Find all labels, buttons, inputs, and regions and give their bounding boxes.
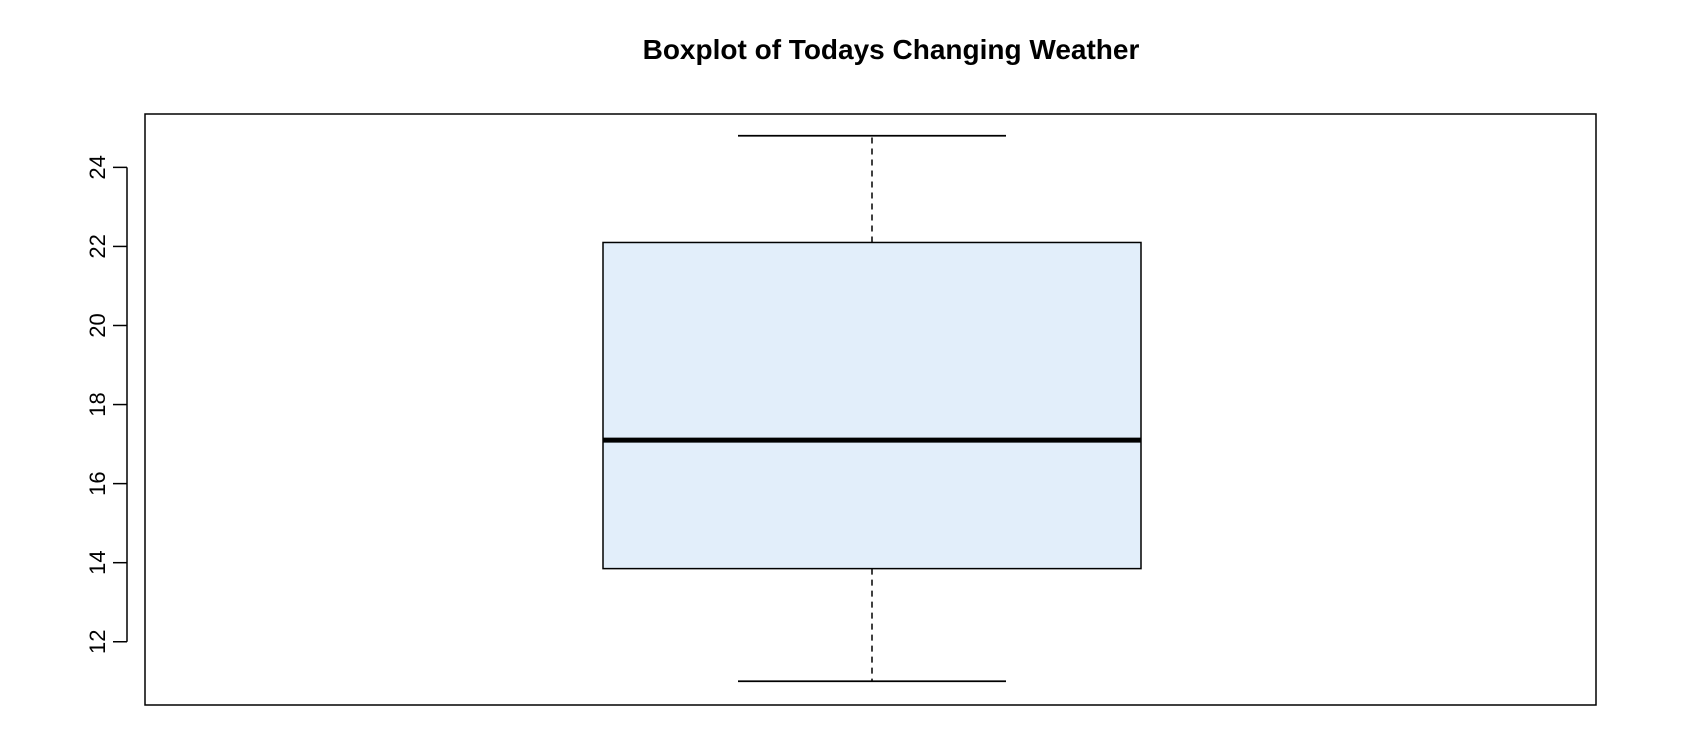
y-tick-label-20: 20 bbox=[85, 313, 110, 337]
iqr-box bbox=[602, 241, 1142, 570]
y-tick-label-12: 12 bbox=[85, 630, 110, 654]
y-tick-label-16: 16 bbox=[85, 471, 110, 495]
y-axis: 12 14 16 18 20 22 24 bbox=[85, 155, 128, 654]
y-tick-label-14: 14 bbox=[85, 550, 110, 574]
y-tick-label-22: 22 bbox=[85, 234, 110, 258]
plot-frame bbox=[144, 113, 1597, 706]
box-plot bbox=[602, 134, 1142, 683]
y-tick-label-18: 18 bbox=[85, 392, 110, 416]
chart-title: Boxplot of Todays Changing Weather bbox=[643, 34, 1140, 65]
y-tick-label-24: 24 bbox=[85, 155, 110, 179]
